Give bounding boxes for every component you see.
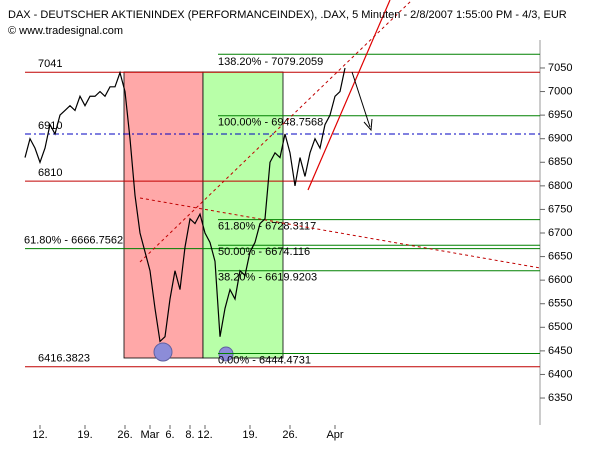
y-tick-label: 6800 [548, 180, 572, 192]
y-tick-label: 6350 [548, 392, 572, 404]
y-tick-label: 6850 [548, 156, 572, 168]
trend-line [307, 0, 391, 191]
x-tick-label: 8. [185, 429, 194, 441]
fib-label: 50.00% - 6674.116 [218, 246, 310, 258]
level-label: 6810 [38, 167, 62, 179]
y-tick-label: 6500 [548, 321, 572, 333]
trend-line [139, 197, 541, 269]
y-tick-label: 6700 [548, 227, 572, 239]
x-tick-label: Mar [141, 429, 160, 441]
x-tick-label: 26. [282, 429, 297, 441]
marker-circle [218, 346, 234, 362]
price-line [24, 67, 346, 343]
x-tick-label: 26. [117, 429, 132, 441]
marker-circle [153, 342, 173, 362]
x-tick-label: 12. [32, 429, 47, 441]
highlight-zone [123, 71, 204, 359]
y-tick-label: 6900 [548, 133, 572, 145]
x-tick-label: 6. [165, 429, 174, 441]
level-label: 6416.3823 [38, 353, 90, 365]
y-tick-label: 6600 [548, 274, 572, 286]
y-tick-label: 6950 [548, 109, 572, 121]
chart-subtitle: © www.tradesignal.com [8, 25, 123, 37]
x-tick-label: 19. [77, 429, 92, 441]
y-tick-label: 7000 [548, 85, 572, 97]
trend-line [139, 0, 413, 263]
x-tick-label: 19. [242, 429, 257, 441]
highlight-zone [202, 71, 284, 359]
fib-label: 100.00% - 6948.7568 [218, 117, 323, 129]
chart-title: DAX - DEUTSCHER AKTIENINDEX (PERFORMANCE… [8, 9, 567, 21]
y-tick-label: 6650 [548, 250, 572, 262]
x-tick-label: Apr [326, 429, 343, 441]
level-label: 7041 [38, 58, 62, 70]
y-tick-label: 6750 [548, 203, 572, 215]
y-tick-label: 6550 [548, 298, 572, 310]
fib-label: 61.80% - 6728.3117 [218, 221, 316, 233]
arrow [351, 71, 371, 128]
fib-label: 0.00% - 6444.4731 [218, 354, 311, 366]
y-tick-label: 7050 [548, 62, 572, 74]
arrow-head [363, 118, 373, 132]
fib-label: 38.20% - 6619.9203 [218, 272, 317, 284]
x-tick-label: 12. [197, 429, 212, 441]
y-tick-label: 6450 [548, 345, 572, 357]
y-tick-label: 6400 [548, 368, 572, 380]
level-label: 61.80% - 6666.7562 [24, 235, 123, 247]
fib-label: 138.20% - 7079.2059 [218, 56, 323, 68]
